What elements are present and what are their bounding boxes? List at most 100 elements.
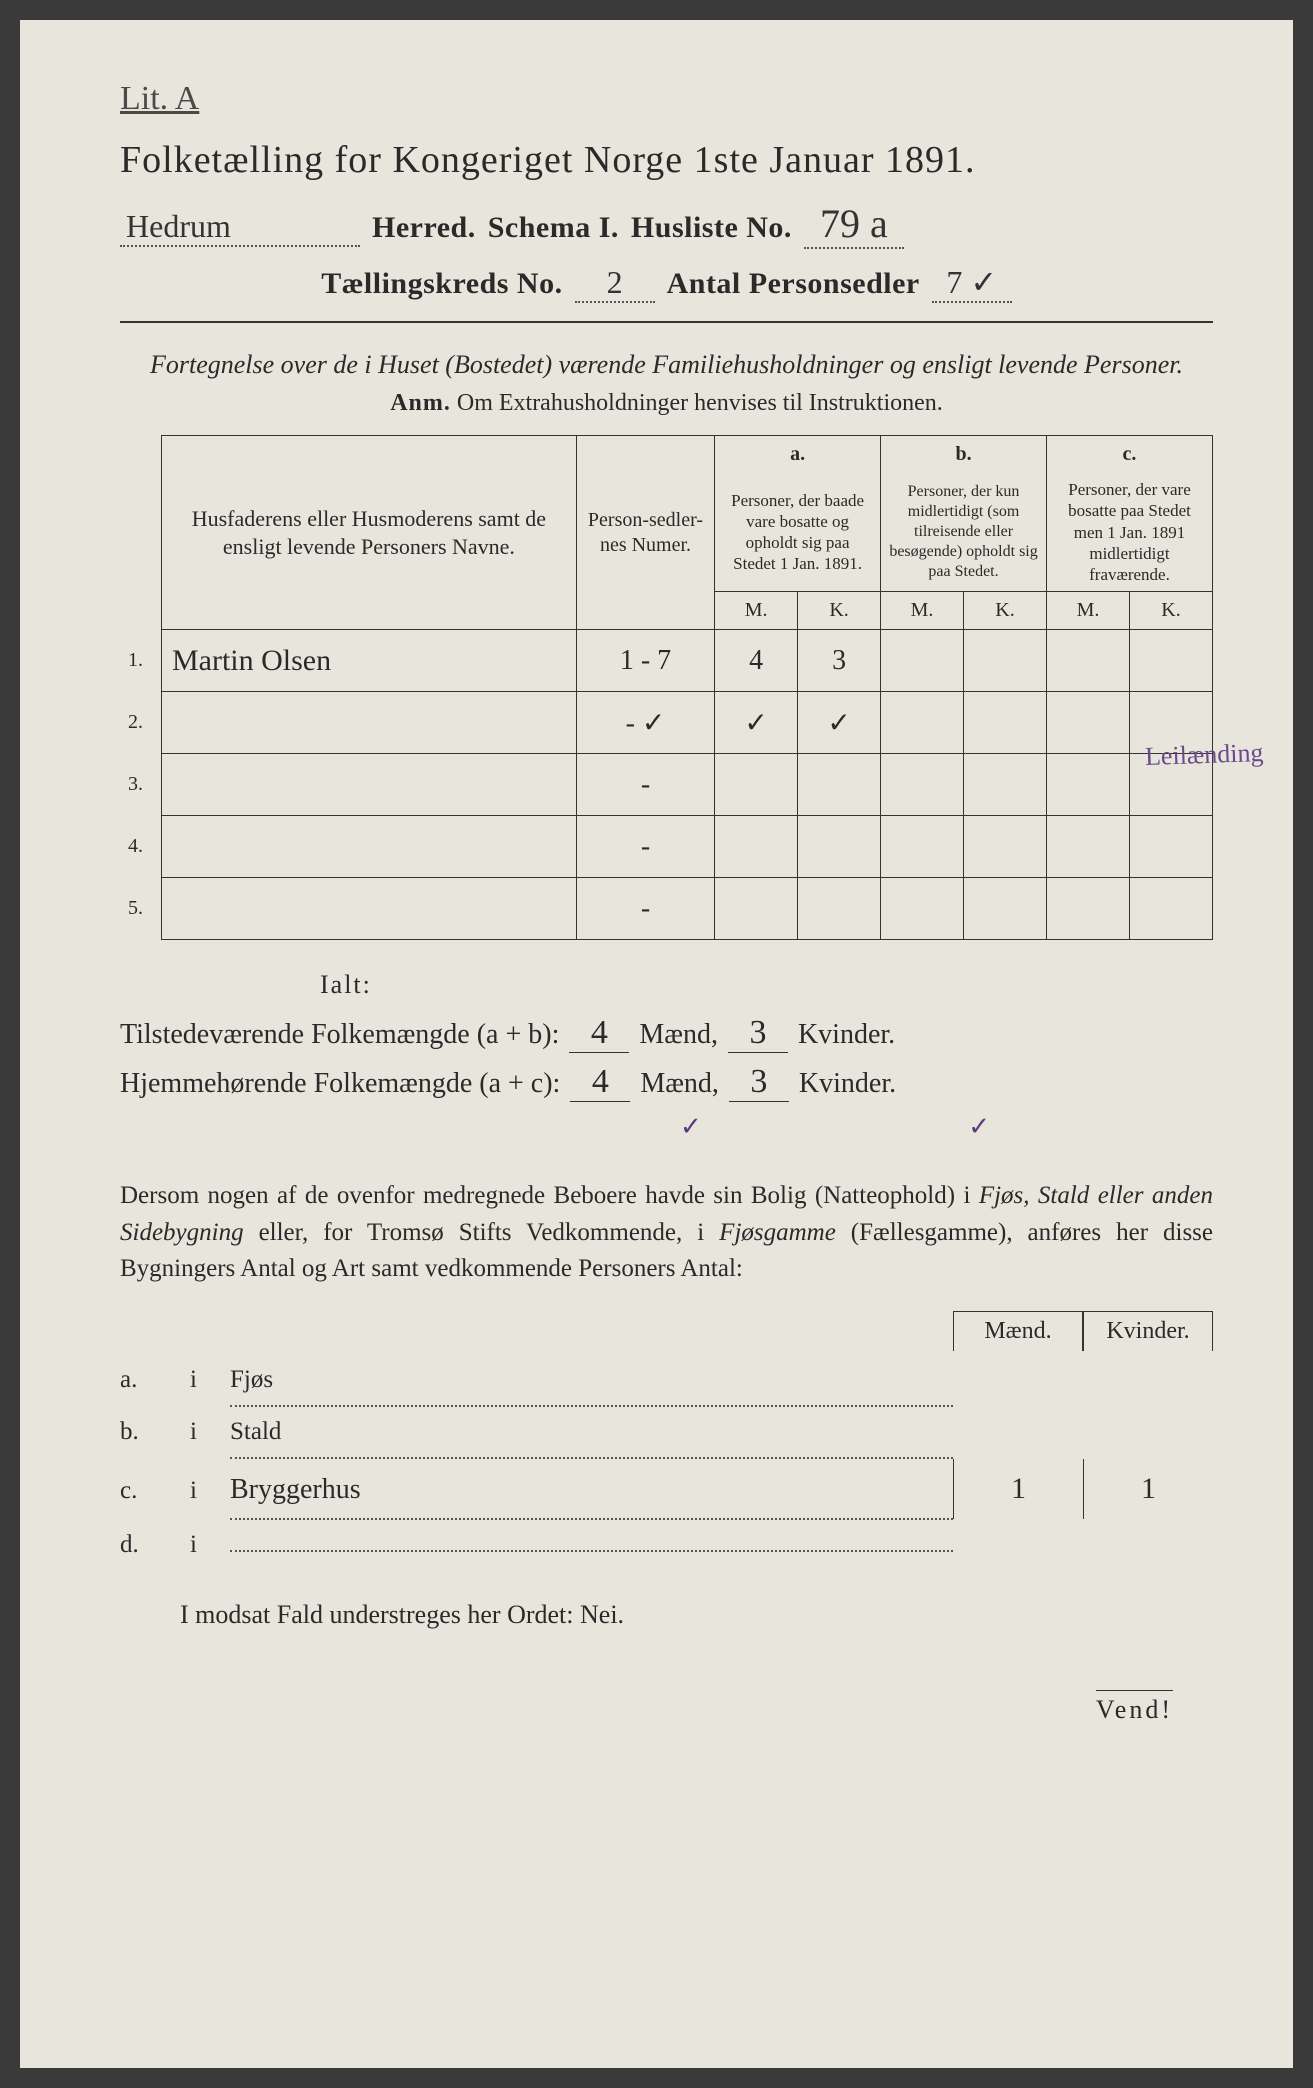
row-a-k bbox=[798, 816, 881, 878]
totals-line-1: Tilstedeværende Folkemængde (a + b): 4 M… bbox=[120, 1014, 1213, 1053]
closing-line: I modsat Fald understreges her Ordet: Ne… bbox=[180, 1600, 1213, 1630]
anm-line: Anm. Om Extrahusholdninger henvises til … bbox=[120, 390, 1213, 417]
table-row: 3. - bbox=[120, 754, 1213, 816]
side-row-text: Fjøs bbox=[230, 1355, 953, 1407]
side-row-label: b. bbox=[120, 1407, 190, 1457]
table-row: 5.- bbox=[120, 878, 1213, 940]
kvinder-label-2: Kvinder. bbox=[799, 1068, 896, 1100]
row-a-k bbox=[798, 878, 881, 940]
row-c-m bbox=[1047, 692, 1130, 754]
col-c-text: Personer, der vare bosatte paa Stedet me… bbox=[1047, 473, 1213, 592]
row-index: 3. bbox=[120, 754, 161, 816]
row-index: 4. bbox=[120, 816, 161, 878]
ialt-label: Ialt: bbox=[320, 970, 1213, 1000]
side-row-text bbox=[230, 1550, 953, 1552]
row-c-m bbox=[1047, 878, 1130, 940]
side-building-block: Mænd. Kvinder. a.iFjøsb.iStaldc.iBrygger… bbox=[120, 1311, 1213, 1570]
antal-value: 7 ✓ bbox=[932, 263, 1012, 303]
row-numer: - bbox=[576, 754, 714, 816]
col-b-tag: b. bbox=[881, 436, 1047, 474]
row-a-k: 3 bbox=[798, 630, 881, 692]
totals-checks: ✓ ✓ bbox=[680, 1112, 1213, 1142]
side-row-m: 1 bbox=[953, 1459, 1083, 1519]
row-name bbox=[161, 754, 576, 816]
side-row: d.i bbox=[120, 1520, 1213, 1570]
side-row-i: i bbox=[190, 1520, 230, 1570]
row-a-k bbox=[798, 754, 881, 816]
divider bbox=[120, 321, 1213, 323]
col-a-text: Personer, der baade vare bosatte og opho… bbox=[715, 473, 881, 592]
totals-2-m: 4 bbox=[570, 1063, 630, 1102]
table-row: 1.Martin Olsen1 - 743 bbox=[120, 630, 1213, 692]
side-row: a.iFjøs bbox=[120, 1355, 1213, 1407]
row-b-m bbox=[881, 878, 964, 940]
row-b-k bbox=[964, 878, 1047, 940]
row-c-k bbox=[1129, 630, 1212, 692]
side-row: c.iBryggerhus11 bbox=[120, 1459, 1213, 1520]
row-b-m bbox=[881, 816, 964, 878]
col-b-m: M. bbox=[881, 592, 964, 630]
census-form-page: Lit. A Folketælling for Kongeriget Norge… bbox=[20, 20, 1293, 2068]
husliste-label: Husliste No. bbox=[631, 211, 792, 245]
col-b-k: K. bbox=[964, 592, 1047, 630]
maend-label-2: Mænd, bbox=[640, 1068, 719, 1100]
row-name bbox=[161, 816, 576, 878]
side-row-i: i bbox=[190, 1407, 230, 1457]
totals-2-k: 3 bbox=[729, 1063, 789, 1102]
col-names: Husfaderens eller Husmoderens samt de en… bbox=[161, 436, 576, 630]
side-row-label: c. bbox=[120, 1466, 190, 1516]
col-c-k: K. bbox=[1129, 592, 1212, 630]
row-c-m bbox=[1047, 816, 1130, 878]
col-c-m: M. bbox=[1047, 592, 1130, 630]
row-a-m bbox=[715, 754, 798, 816]
row-c-m bbox=[1047, 630, 1130, 692]
kvinder-label: Kvinder. bbox=[798, 1019, 895, 1051]
col-b-text: Personer, der kun midlertidigt (som tilr… bbox=[881, 473, 1047, 592]
anm-label: Anm. bbox=[390, 390, 451, 416]
totals-1-k: 3 bbox=[728, 1014, 788, 1053]
side-row-i: i bbox=[190, 1466, 230, 1516]
row-c-k bbox=[1129, 878, 1212, 940]
header-line-1: Hedrum Herred. Schema I. Husliste No. 79… bbox=[120, 200, 1213, 249]
row-index: 2. bbox=[120, 692, 161, 754]
row-numer: - ✓ bbox=[576, 692, 714, 754]
side-building-paragraph: Dersom nogen af de ovenfor medregnede Be… bbox=[120, 1178, 1213, 1287]
row-name bbox=[161, 692, 576, 754]
side-row-k: 1 bbox=[1083, 1459, 1213, 1519]
header-line-2: Tællingskreds No. 2 Antal Personsedler 7… bbox=[120, 263, 1213, 303]
col-a-k: K. bbox=[798, 592, 881, 630]
intro-text: Fortegnelse over de i Huset (Bostedet) v… bbox=[120, 347, 1213, 382]
row-numer: - bbox=[576, 816, 714, 878]
side-row-label: a. bbox=[120, 1355, 190, 1405]
row-b-k bbox=[964, 630, 1047, 692]
totals-line-2: Hjemmehørende Folkemængde (a + c): 4 Mæn… bbox=[120, 1063, 1213, 1102]
row-b-k bbox=[964, 754, 1047, 816]
row-b-k bbox=[964, 816, 1047, 878]
form-title: Folketælling for Kongeriget Norge 1ste J… bbox=[120, 138, 1213, 182]
row-numer: - bbox=[576, 878, 714, 940]
kreds-value: 2 bbox=[575, 264, 655, 303]
household-table: Husfaderens eller Husmoderens samt de en… bbox=[120, 435, 1213, 940]
row-a-k: ✓ bbox=[798, 692, 881, 754]
totals-1-label: Tilstedeværende Folkemængde (a + b): bbox=[120, 1019, 559, 1051]
row-name: Martin Olsen bbox=[161, 630, 576, 692]
row-name bbox=[161, 878, 576, 940]
row-b-m bbox=[881, 630, 964, 692]
side-maend-header: Mænd. bbox=[953, 1311, 1083, 1351]
row-a-m bbox=[715, 878, 798, 940]
herred-label: Herred. bbox=[372, 211, 476, 245]
schema-label: Schema I. bbox=[488, 211, 619, 245]
row-a-m: 4 bbox=[715, 630, 798, 692]
row-b-k bbox=[964, 692, 1047, 754]
antal-label: Antal Personsedler bbox=[667, 267, 920, 301]
row-numer: 1 - 7 bbox=[576, 630, 714, 692]
margin-note: Leilænding bbox=[1144, 738, 1263, 772]
side-kvinder-header: Kvinder. bbox=[1083, 1311, 1213, 1351]
maend-label: Mænd, bbox=[639, 1019, 718, 1051]
herred-value: Hedrum bbox=[120, 208, 360, 247]
row-b-m bbox=[881, 692, 964, 754]
side-row-label: d. bbox=[120, 1520, 190, 1570]
row-c-k bbox=[1129, 816, 1212, 878]
side-row-text: Bryggerhus bbox=[230, 1462, 953, 1520]
kreds-label: Tællingskreds No. bbox=[321, 267, 562, 301]
